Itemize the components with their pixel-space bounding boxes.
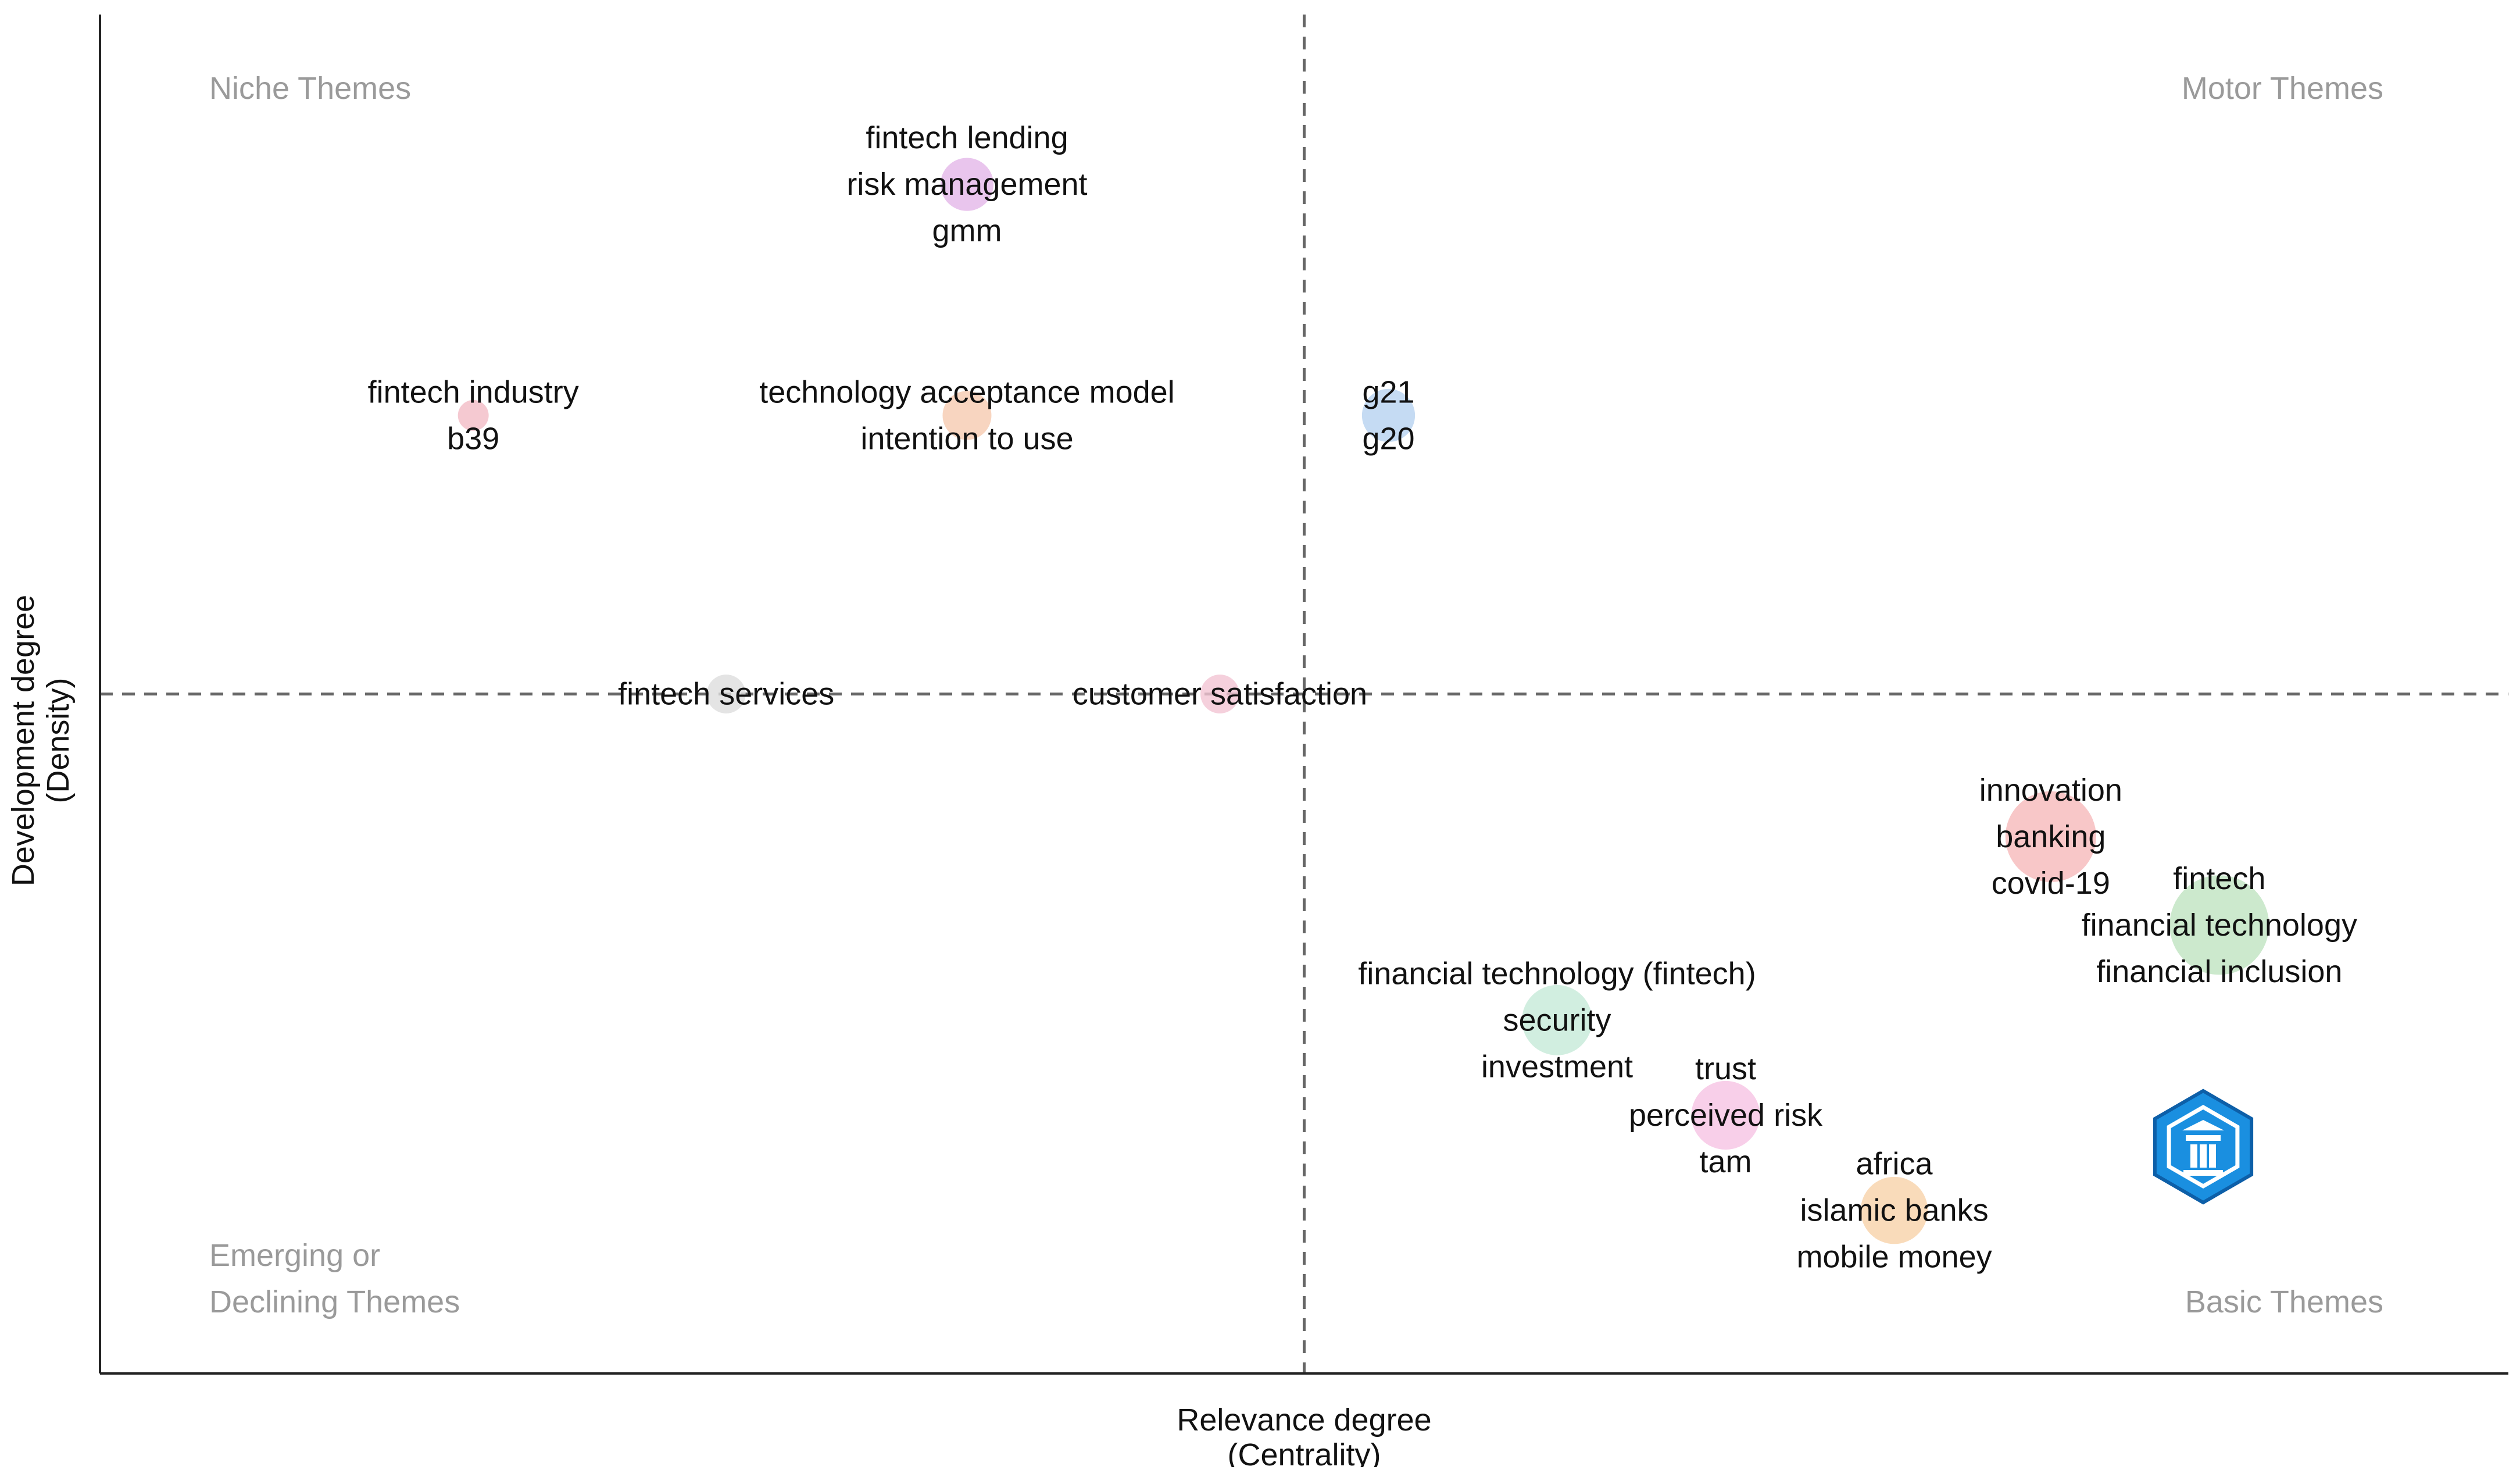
quadrant-label-motor-themes: Motor Themes [2182,71,2383,106]
cluster-bubble-fintech-industry [457,399,489,431]
quadrant-labels: Niche Themes Motor Themes Emerging or Decli… [209,71,2383,1319]
quadrant-label-basic-themes: Basic Themes [2185,1285,2383,1319]
y-axis-subtitle: (Density) [41,677,76,803]
cluster-label-banking: banking [1996,819,2106,854]
cluster-label-financial-technology-fintech: financial technology (fintech) [1358,956,1756,991]
quadrant-label-emerging-or: Emerging or [209,1238,380,1273]
shield-logo-icon [2153,1089,2254,1205]
logo-hexagon-inner [2167,1104,2240,1189]
cluster-bubble-trust [1691,1080,1760,1150]
x-axis-subtitle: (Centrality) [1227,1437,1381,1467]
cluster-labels: fintech lending risk management gmm technol… [368,120,2357,1274]
divider-lines [100,15,2508,1373]
cluster-label-islamic-banks: islamic banks [1800,1193,1988,1228]
quadrant-label-niche-themes: Niche Themes [209,71,411,106]
cluster-label-security: security [1503,1002,1611,1037]
cluster-label-gmm: gmm [932,213,1002,248]
logo-pillar-left [2190,1144,2197,1168]
cluster-label-fintech-services: fintech services [618,677,834,712]
axis-titles: Relevance degree(Centrality) Development … [6,595,1432,1470]
x-axis-title: Relevance degree [1177,1403,1431,1437]
cluster-label-investment: investment [1481,1049,1633,1084]
y-axis-title: Development degree [6,595,41,886]
axes [99,15,2508,1375]
logo-bar-top [2186,1135,2221,1141]
cluster-label-trust: trust [1695,1051,1756,1086]
cluster-label-financial-technology: financial technology [2082,908,2357,943]
cluster-bubble-technology-acceptance [942,391,992,440]
logo-bar-base [2183,1170,2223,1176]
cluster-bubble-customer-satisfaction [1200,675,1239,713]
quadrant-label-declining-themes: Declining Themes [209,1285,460,1319]
logo-pillar-mid [2200,1144,2207,1168]
cluster-label-risk-management: risk management [846,167,1087,202]
cluster-bubble-g21 [1361,388,1416,443]
cluster-label-mobile-money: mobile money [1796,1240,1992,1275]
cluster-label-africa: africa [1856,1147,1933,1182]
cluster-label-innovation: innovation [1979,773,2122,808]
cluster-bubble-fintech [2169,875,2269,975]
logo-roof-mark [2182,1120,2224,1130]
cluster-bubble-fintech-lending [940,158,994,211]
cluster-label-covid-19: covid-19 [1992,866,2110,901]
logo-pillar-right [2209,1144,2216,1168]
cluster-label-perceived-risk: perceived risk [1629,1098,1823,1133]
cluster-bubbles [457,158,2269,1244]
cluster-label-tam: tam [1700,1144,1752,1179]
cluster-label-g21: g21 [1362,374,1414,409]
cluster-bubble-security [1522,985,1592,1055]
cluster-label-g20: g20 [1362,421,1414,456]
cluster-label-fintech-lending: fintech lending [866,120,1068,155]
cluster-label-fintech-industry: fintech industry [368,374,579,409]
cluster-bubble-africa [1860,1176,1928,1244]
cluster-bubble-innovation [2005,791,2096,882]
cluster-label-technology-acceptance-model: technology acceptance model [759,374,1174,409]
cluster-label-b39: b39 [447,421,499,456]
cluster-label-customer-satisfaction: customer satisfaction [1073,677,1367,712]
cluster-label-fintech: fintech [2173,861,2265,896]
cluster-label-intention-to-use: intention to use [860,421,1073,456]
cluster-label-financial-inclusion: financial inclusion [2096,954,2342,989]
cluster-bubble-fintech-services [706,675,746,713]
